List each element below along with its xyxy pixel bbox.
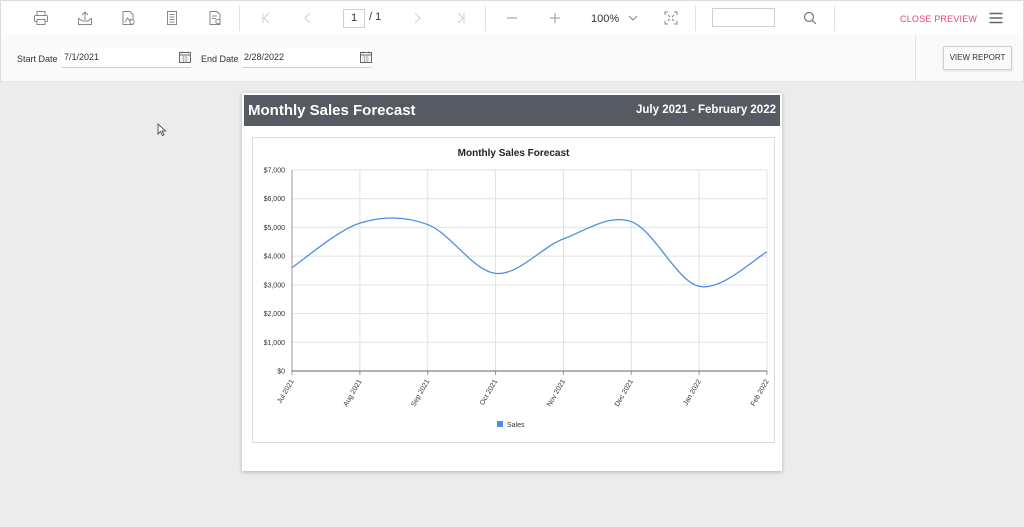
page-setup-icon[interactable] [119,9,137,27]
report-title: Monthly Sales Forecast [248,102,416,119]
x-tick-label: Dec 2021 [614,378,635,408]
y-tick-label: $2,000 [264,311,286,318]
next-page-icon[interactable] [408,9,426,27]
calendar-icon[interactable] [360,51,372,63]
report-header: Monthly Sales Forecast July 2021 - Febru… [244,95,780,126]
legend-swatch-sales [497,421,503,427]
y-tick-label: $1,000 [264,340,286,347]
zoom-level[interactable]: 100% [591,13,620,25]
x-tick-label: Sep 2021 [410,378,431,408]
menu-icon[interactable] [987,9,1005,27]
y-tick-label: $3,000 [264,282,286,289]
page-view-icon[interactable] [163,9,181,27]
y-tick-label: $0 [277,369,285,376]
page-number-input[interactable]: 1 [343,9,365,28]
end-date-field[interactable]: 2/28/2022 [242,48,372,68]
zoom-in-icon[interactable] [546,9,564,27]
toolbar: 1 / 1 100% CLOSE PREVIEW [0,0,1024,36]
close-preview-button[interactable]: CLOSE PREVIEW [900,14,978,24]
report-date-range: July 2021 - February 2022 [636,104,776,116]
chart-container: Monthly Sales Forecast $0 $1,000 $2,000 $3,… [252,137,775,443]
report-page: Monthly Sales Forecast July 2021 - Febru… [242,93,782,471]
fit-page-icon[interactable] [662,9,680,27]
export-icon[interactable] [76,9,94,27]
chart-title: Monthly Sales Forecast [457,148,570,159]
mouse-cursor-icon [157,123,167,137]
y-tick-label: $7,000 [264,168,286,175]
y-tick-label: $5,000 [264,225,286,232]
x-tick-label: Aug 2021 [343,378,364,408]
zoom-out-icon[interactable] [503,9,521,27]
calendar-icon[interactable] [179,51,191,63]
end-date-label: End Date [201,54,239,64]
x-tick-label: Oct 2021 [479,378,499,406]
parameters-icon[interactable] [206,9,224,27]
search-input[interactable] [712,8,775,27]
x-tick-label: Jul 2021 [276,378,295,405]
x-tick-label: Jan 2022 [682,378,703,407]
start-date-label: Start Date [17,54,58,64]
print-icon[interactable] [32,9,50,27]
last-page-icon[interactable] [452,9,470,27]
sales-line-chart: $0 $1,000 $2,000 $3,000 $4,000 $5,000 $6,000 $7… [264,168,771,430]
y-tick-label: $4,000 [264,254,286,261]
y-tick-label: $6,000 [264,196,286,203]
x-tick-label: Nov 2021 [546,378,567,408]
search-icon[interactable] [801,9,819,27]
view-report-button[interactable]: VIEW REPORT [943,46,1012,70]
chevron-down-icon[interactable] [624,9,642,27]
first-page-icon[interactable] [257,9,275,27]
page-total: / 1 [369,11,382,23]
previous-page-icon[interactable] [299,9,317,27]
x-tick-label: Feb 2022 [750,378,771,407]
legend-label-sales: Sales [507,422,525,429]
parameters-bar: Start Date 7/1/2021 End Date 2/28/2022 V… [0,35,1024,82]
series-line-sales [291,217,768,288]
start-date-field[interactable]: 7/1/2021 [62,48,191,68]
